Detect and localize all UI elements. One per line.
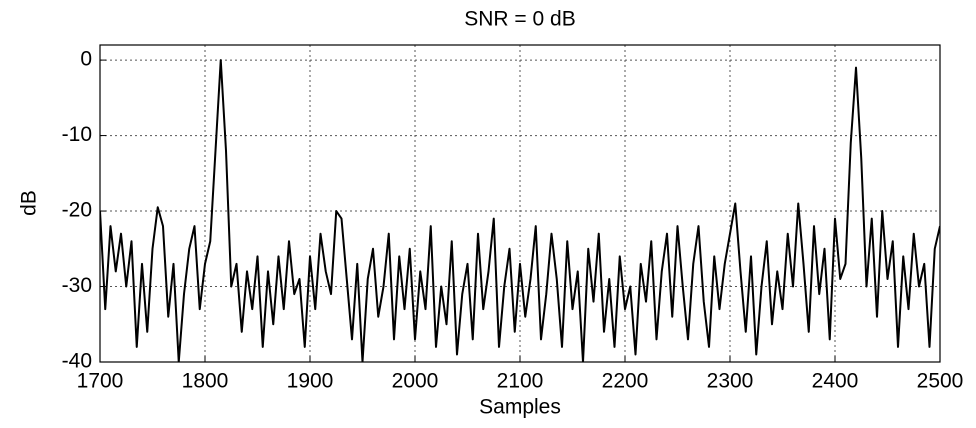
y-tick-label: -30 [62, 274, 92, 297]
plot [100, 59, 940, 362]
x-tick-label: 2300 [707, 370, 754, 393]
x-tick-label: 1900 [287, 370, 334, 393]
x-tick-label: 2400 [812, 370, 859, 393]
x-tick-label: 1800 [182, 370, 229, 393]
y-tick-label: -40 [62, 350, 92, 373]
y-tick-label: -10 [62, 123, 92, 146]
line [100, 59, 940, 362]
chart-title: SNR = 0 dB [464, 8, 575, 31]
x-tick-label: 2500 [917, 370, 964, 393]
plot-frame [99, 44, 941, 363]
y-tick-label: 0 [80, 48, 92, 71]
x-tick-label: 2200 [602, 370, 649, 393]
x-tick-label: 2000 [392, 370, 439, 393]
y-axis-label: dB [18, 190, 41, 216]
x-tick-label: 1700 [77, 370, 124, 393]
y-tick-label: -20 [62, 199, 92, 222]
x-tick-label: 2100 [497, 370, 544, 393]
x-axis-label: Samples [479, 396, 561, 419]
